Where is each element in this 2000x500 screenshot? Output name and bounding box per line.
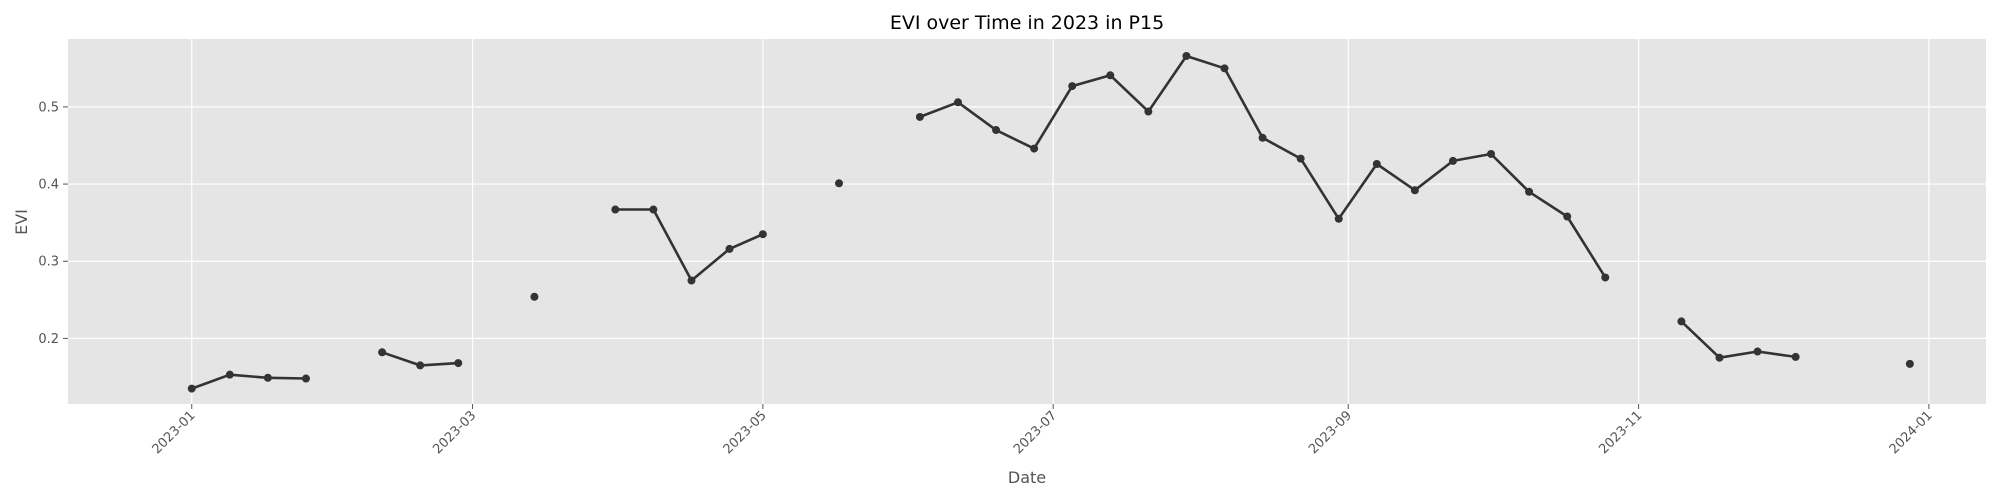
- x-tick-label: 2023-09: [1306, 408, 1355, 457]
- data-point: [1334, 214, 1343, 223]
- data-point: [758, 230, 767, 239]
- series-line-segment: [1680, 320, 1797, 360]
- data-point: [1525, 187, 1534, 196]
- data-point: [611, 205, 620, 214]
- data-point: [1563, 212, 1572, 221]
- data-point: [530, 292, 539, 301]
- data-point: [953, 98, 962, 107]
- data-point: [1791, 352, 1800, 361]
- data-point: [992, 126, 1001, 135]
- grid-lines: [68, 39, 1986, 404]
- data-point: [301, 374, 310, 383]
- series-line-segment: [190, 373, 308, 390]
- data-point: [454, 359, 463, 368]
- y-axis-label: EVI: [12, 209, 31, 235]
- plot-background: [68, 39, 1986, 404]
- x-tick-label: 2023-01: [150, 408, 199, 457]
- data-point: [1601, 273, 1610, 282]
- series-points: [187, 51, 1914, 393]
- y-tick-label: 0.3: [38, 255, 59, 270]
- x-axis-label: Date: [1008, 468, 1046, 487]
- data-point: [1030, 144, 1039, 153]
- y-tick-label: 0.5: [38, 100, 59, 115]
- data-point: [1487, 149, 1496, 158]
- data-point: [378, 348, 387, 357]
- data-point: [1296, 154, 1305, 163]
- x-tick-label: 2023-05: [721, 408, 770, 457]
- data-point: [1220, 64, 1229, 73]
- data-point: [1715, 353, 1724, 362]
- y-tick-label: 0.4: [38, 178, 59, 193]
- data-point: [649, 205, 658, 214]
- chart-title: EVI over Time in 2023 in P15: [890, 12, 1164, 34]
- data-point: [187, 384, 196, 393]
- x-tick-label: 2023-03: [430, 408, 479, 457]
- data-point: [263, 373, 272, 382]
- data-point: [225, 370, 234, 379]
- data-point: [1144, 107, 1153, 116]
- data-point: [835, 179, 844, 188]
- data-point: [1372, 160, 1381, 169]
- x-tick-label: 2023-07: [1011, 408, 1060, 457]
- data-point: [1182, 51, 1191, 60]
- x-tick-label: 2023-11: [1596, 408, 1645, 457]
- data-point: [1677, 317, 1686, 326]
- data-point: [1905, 359, 1914, 368]
- data-point: [416, 361, 425, 370]
- x-tick-label: 2024-01: [1887, 408, 1936, 457]
- data-point: [725, 244, 734, 253]
- data-point: [1106, 71, 1115, 80]
- data-point: [687, 276, 696, 285]
- data-point: [1410, 186, 1419, 195]
- data-point: [915, 112, 924, 121]
- y-tick-label: 0.2: [38, 332, 59, 347]
- data-point: [1258, 133, 1267, 142]
- data-point: [1068, 82, 1077, 91]
- data-point: [1448, 156, 1457, 165]
- data-point: [1753, 347, 1762, 356]
